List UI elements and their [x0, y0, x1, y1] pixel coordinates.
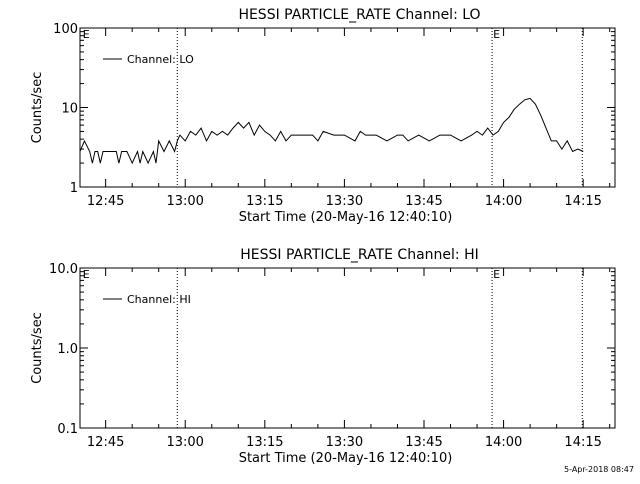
chart-title: HESSI PARTICLE_RATE Channel: HI — [240, 247, 478, 263]
y-tick-label: 1.0 — [57, 342, 78, 357]
x-tick-label: 13:00 — [166, 194, 203, 209]
y-tick-label: 0.1 — [57, 422, 78, 437]
chart-title: HESSI PARTICLE_RATE Channel: LO — [238, 7, 480, 23]
event-annotation: E — [493, 268, 500, 281]
y-tick-label: 10 — [61, 102, 78, 117]
x-tick-label: 14:00 — [485, 435, 522, 450]
y-axis-label: Counts/sec — [30, 72, 45, 144]
plot-frame — [79, 267, 616, 429]
series-line — [79, 97, 584, 165]
x-tick-label: 14:00 — [485, 194, 522, 209]
event-annotation: E — [493, 28, 500, 41]
y-tick-label: 1 — [70, 181, 78, 196]
x-tick-label: 13:30 — [326, 194, 363, 209]
x-tick-label: 13:00 — [166, 435, 203, 450]
x-tick-label: 12:45 — [87, 435, 124, 450]
x-tick-label: 14:15 — [564, 435, 601, 450]
chart-panel-1: HESSI PARTICLE_RATE Channel: LO 1 10 100 12:… — [30, 7, 616, 225]
x-tick-label: 13:30 — [326, 435, 363, 450]
plot-frame — [79, 27, 616, 188]
x-tick-label: 13:15 — [246, 435, 283, 450]
y-tick-label: 10.0 — [49, 262, 78, 277]
event-annotation: E — [83, 268, 90, 281]
x-axis-label: Start Time (20-May-16 12:40:10) — [239, 210, 453, 225]
legend-label: Channel: HI — [127, 293, 191, 306]
plot-timestamp: 5-Apr-2018 08:47 — [564, 465, 634, 474]
legend-label: Channel: LO — [127, 53, 194, 66]
x-tick-label: 12:45 — [87, 194, 124, 209]
x-tick-label: 14:15 — [564, 194, 601, 209]
x-tick-label: 13:15 — [246, 194, 283, 209]
chart-panel-2: HESSI PARTICLE_RATE Channel: HI 0.1 1.0 10.… — [30, 247, 616, 466]
event-annotation: E — [83, 28, 90, 41]
x-axis-label: Start Time (20-May-16 12:40:10) — [239, 451, 453, 466]
y-axis-label: Counts/sec — [30, 312, 45, 384]
y-tick-label: 100 — [53, 22, 78, 37]
x-tick-label: 13:45 — [405, 194, 442, 209]
x-tick-label: 13:45 — [405, 435, 442, 450]
